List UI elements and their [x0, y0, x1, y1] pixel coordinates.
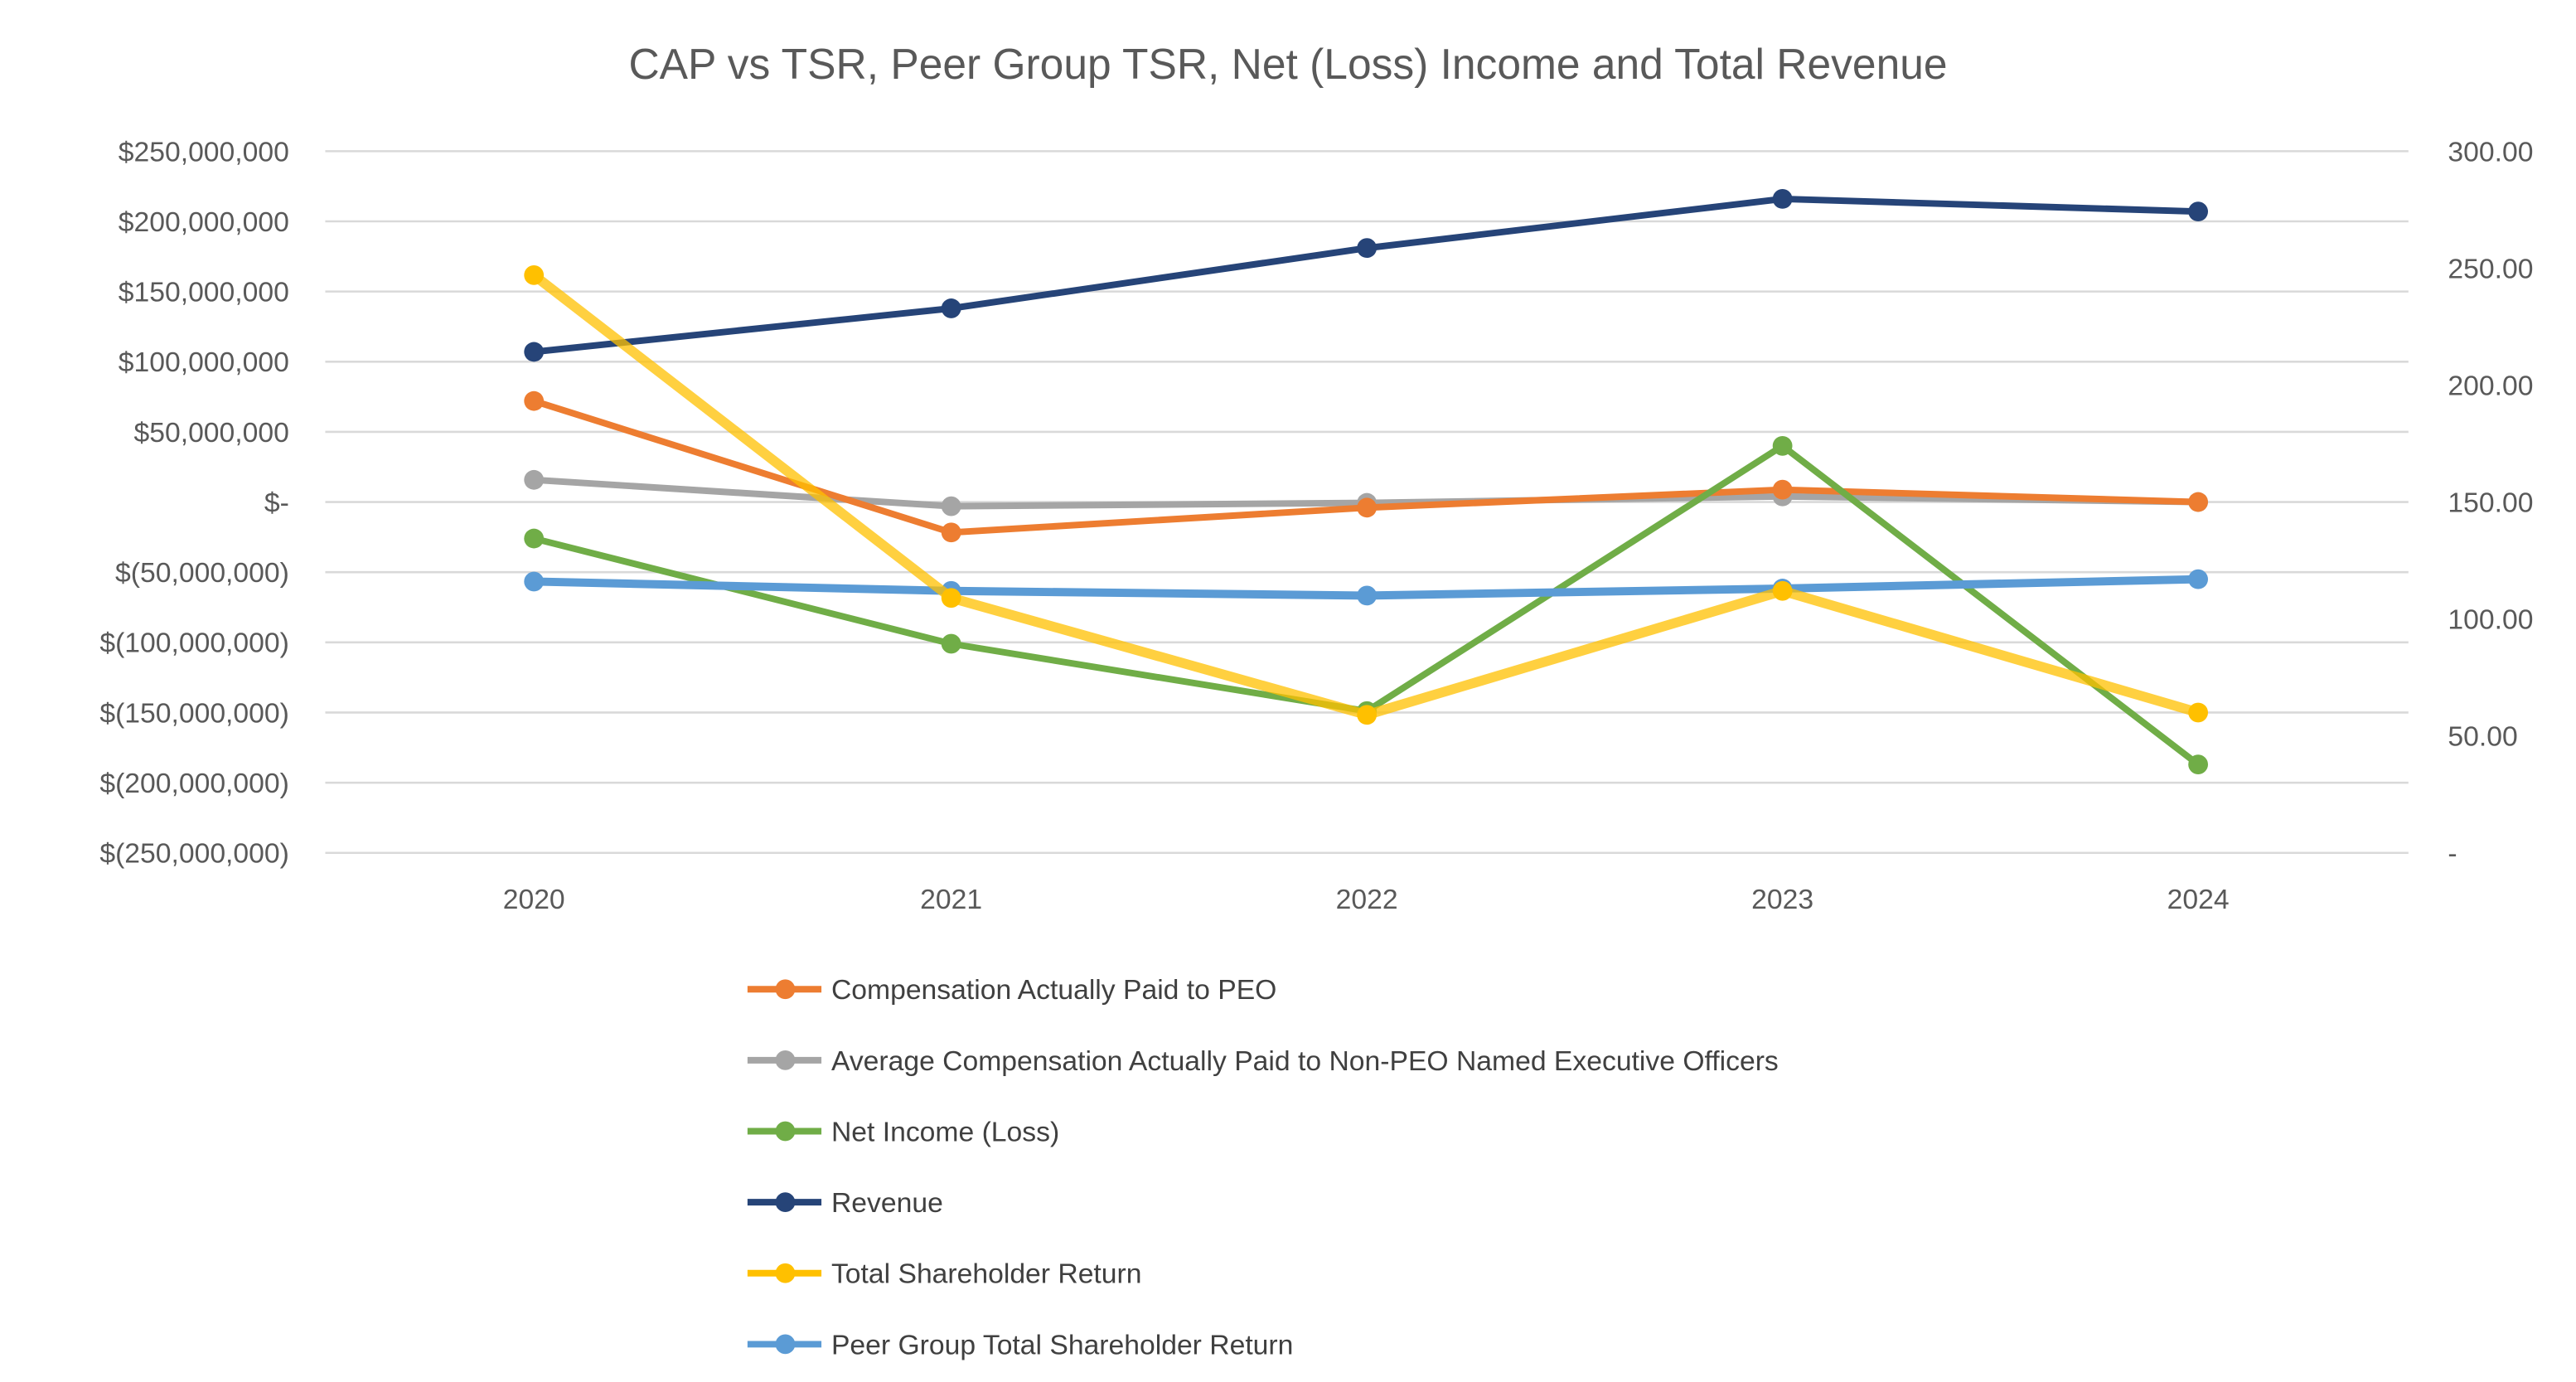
- data-point: [1772, 479, 1793, 500]
- right-tick-label: -: [2448, 839, 2457, 870]
- legend-marker: [775, 1334, 796, 1355]
- x-tick-label: 2024: [2167, 885, 2230, 915]
- data-point: [524, 390, 545, 411]
- data-point: [524, 571, 545, 592]
- data-point: [2188, 569, 2208, 589]
- data-point: [1357, 705, 1378, 725]
- left-tick-label: $(250,000,000): [99, 839, 289, 870]
- legend-marker: [775, 1192, 796, 1213]
- x-tick-label: 2021: [920, 885, 982, 915]
- data-point: [1357, 238, 1378, 259]
- data-point: [2188, 754, 2208, 774]
- right-tick-label: 200.00: [2448, 371, 2533, 401]
- series-lines: [524, 189, 2208, 774]
- left-tick-label: $100,000,000: [119, 347, 289, 378]
- legend-label: Average Compensation Actually Paid to No…: [831, 1046, 1779, 1077]
- data-point: [2188, 201, 2208, 222]
- data-point: [2188, 492, 2208, 512]
- series-revenue: [524, 189, 2208, 362]
- data-point: [524, 469, 545, 490]
- x-axis-ticks: 2020 2021 2022 2023 2024: [503, 885, 2230, 915]
- right-tick-label: 100.00: [2448, 605, 2533, 636]
- legend-marker: [775, 1050, 796, 1070]
- left-tick-label: $250,000,000: [119, 137, 289, 167]
- left-tick-label: $50,000,000: [134, 418, 289, 449]
- data-point: [941, 588, 961, 609]
- data-point: [524, 528, 545, 549]
- data-point: [941, 298, 961, 318]
- legend-item: Total Shareholder Return: [747, 1259, 1142, 1290]
- data-point: [941, 633, 961, 654]
- data-point: [1772, 189, 1793, 209]
- left-tick-label: $150,000,000: [119, 278, 289, 308]
- legend-label: Peer Group Total Shareholder Return: [831, 1330, 1293, 1360]
- left-tick-label: $-: [264, 487, 289, 518]
- legend-item: Average Compensation Actually Paid to No…: [747, 1046, 1779, 1077]
- legend-item: Net Income (Loss): [747, 1117, 1059, 1147]
- legend-label: Compensation Actually Paid to PEO: [831, 975, 1276, 1006]
- x-tick-label: 2022: [1336, 885, 1398, 915]
- chart-title: CAP vs TSR, Peer Group TSR, Net (Loss) I…: [628, 40, 1947, 88]
- right-tick-label: 150.00: [2448, 487, 2533, 518]
- data-point: [941, 522, 961, 543]
- data-point: [524, 264, 545, 285]
- data-point: [1772, 435, 1793, 456]
- data-point: [2188, 702, 2208, 723]
- right-tick-label: 50.00: [2448, 722, 2517, 753]
- left-tick-label: $(150,000,000): [99, 698, 289, 729]
- legend-marker: [775, 1263, 796, 1283]
- data-point: [1357, 497, 1378, 518]
- series-total-shareholder-return: [524, 264, 2208, 725]
- left-axis-ticks: $250,000,000 $200,000,000 $150,000,000 $100…: [99, 137, 289, 869]
- left-tick-label: $200,000,000: [119, 207, 289, 238]
- legend-marker: [775, 979, 796, 1000]
- legend-label: Revenue: [831, 1188, 943, 1219]
- x-tick-label: 2020: [503, 885, 565, 915]
- x-tick-label: 2023: [1751, 885, 1813, 915]
- right-axis-ticks: 300.00 250.00 200.00 150.00 100.00 50.00 -: [2448, 137, 2533, 869]
- data-point: [941, 496, 961, 516]
- data-point: [1357, 585, 1378, 606]
- legend-item: Peer Group Total Shareholder Return: [747, 1330, 1293, 1360]
- left-tick-label: $(100,000,000): [99, 628, 289, 659]
- left-tick-label: $(50,000,000): [115, 558, 289, 589]
- legend-label: Total Shareholder Return: [831, 1259, 1142, 1290]
- legend-label: Net Income (Loss): [831, 1117, 1059, 1147]
- legend-item: Compensation Actually Paid to PEO: [747, 975, 1276, 1006]
- right-tick-label: 300.00: [2448, 137, 2533, 167]
- data-point: [524, 342, 545, 362]
- legend-marker: [775, 1121, 796, 1142]
- data-point: [1772, 580, 1793, 601]
- left-tick-label: $(200,000,000): [99, 769, 289, 799]
- legend-item: Revenue: [747, 1188, 943, 1219]
- legend: Compensation Actually Paid to PEO Average…: [747, 975, 1779, 1360]
- right-tick-label: 250.00: [2448, 254, 2533, 284]
